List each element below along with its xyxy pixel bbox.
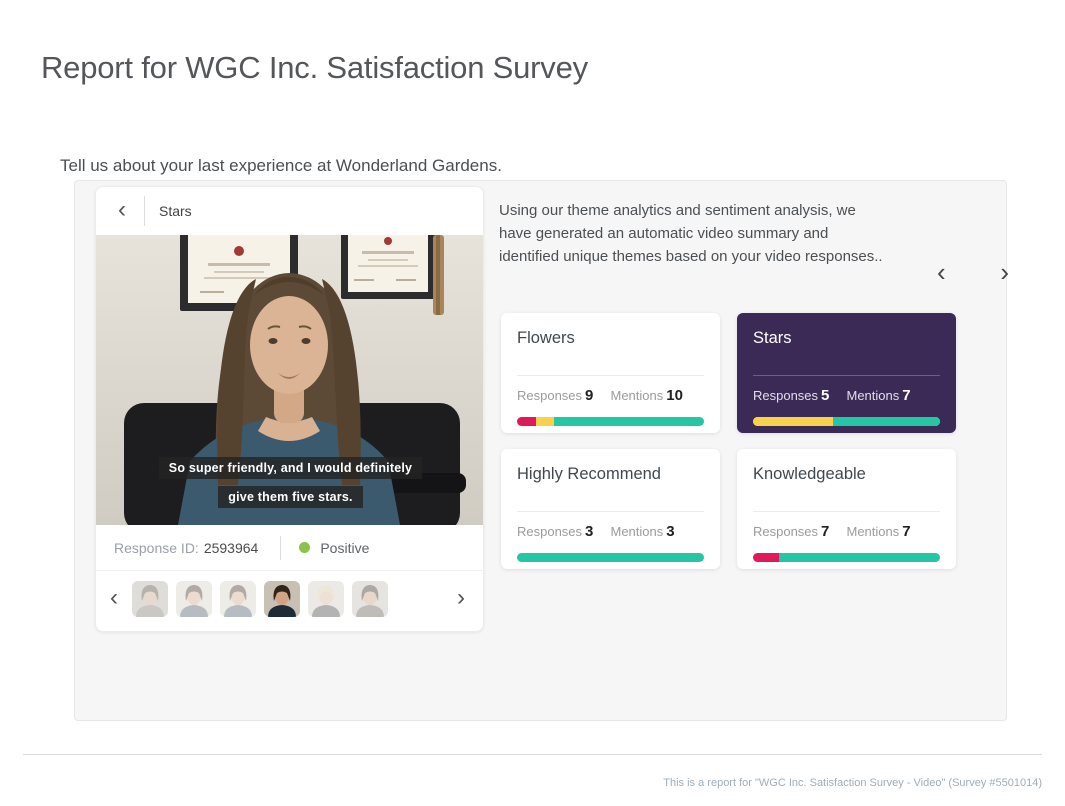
theme-card-highly-recommend[interactable]: Highly Recommend Responses 3 Mentions 3: [501, 449, 720, 569]
theme-card-title: Highly Recommend: [517, 465, 661, 483]
back-button[interactable]: ‹: [110, 197, 134, 223]
theme-card-stats: Responses 3 Mentions 3: [517, 523, 675, 540]
caption-line-1: So super friendly, and I would definitel…: [158, 457, 423, 479]
theme-card-flowers[interactable]: Flowers Responses 9 Mentions 10: [501, 313, 720, 433]
thumbnail-strip: [132, 581, 449, 617]
video-thumbnail-respondent-1[interactable]: [132, 581, 168, 617]
theme-card-divider: [517, 375, 704, 376]
theme-card-divider: [753, 511, 940, 512]
thumbnails-next-button[interactable]: ›: [449, 584, 473, 615]
sentiment-dot: [299, 542, 311, 553]
meta-divider: [280, 535, 282, 560]
theme-card-stats: Responses 9 Mentions 10: [517, 387, 683, 404]
current-theme-label: Stars: [159, 203, 192, 219]
themes-next-button[interactable]: ›: [1000, 257, 1009, 287]
themes-carousel-nav: ‹ ›: [937, 259, 1009, 285]
caption-line-2: give them five stars.: [218, 486, 363, 508]
page-title: Report for WGC Inc. Satisfaction Survey: [41, 50, 588, 85]
theme-card-stats: Responses 7 Mentions 7: [753, 523, 911, 540]
header-divider: [144, 196, 145, 226]
sentiment-label: Positive: [320, 539, 370, 556]
theme-mentions-bar: [753, 417, 940, 426]
theme-card-divider: [517, 511, 704, 512]
video-thumbnail-respondent-3[interactable]: [220, 581, 256, 617]
video-thumbnail-respondent-2[interactable]: [176, 581, 212, 617]
theme-mentions-bar: [517, 553, 704, 562]
theme-cards-grid: Flowers Responses 9 Mentions 10 Stars Resp…: [501, 313, 956, 569]
video-thumbnail-respondent-5[interactable]: [308, 581, 344, 617]
response-id-value: 2593964: [203, 539, 259, 556]
response-id-label: Response ID:: [114, 539, 199, 556]
footer-report-reference: This is a report for "WGC Inc. Satisfact…: [663, 777, 1042, 789]
theme-card-title: Knowledgeable: [753, 465, 866, 483]
video-response-card: ‹ Stars: [95, 186, 484, 632]
report-panel: ‹ Stars: [74, 180, 1009, 721]
theme-card-knowledgeable[interactable]: Knowledgeable Responses 7 Mentions 7: [737, 449, 956, 569]
themes-prev-button[interactable]: ‹: [937, 257, 946, 287]
summary-text: Using our theme analytics and sentiment …: [499, 202, 883, 265]
theme-card-stars[interactable]: Stars Responses 5 Mentions 7: [737, 313, 956, 433]
theme-card-title: Stars: [753, 329, 792, 347]
video-thumbnail-respondent-6[interactable]: [352, 581, 388, 617]
thumbnail-carousel: ‹ ›: [96, 571, 483, 631]
theme-mentions-bar: [517, 417, 704, 426]
video-captions: So super friendly, and I would definitel…: [96, 457, 483, 515]
response-meta-row: Response ID: 2593964 Positive: [96, 525, 483, 571]
theme-card-title: Flowers: [517, 329, 575, 347]
question-label: Tell us about your last experience at Wo…: [60, 156, 502, 175]
video-thumbnail-respondent-4[interactable]: [264, 581, 300, 617]
thumbnails-prev-button[interactable]: ‹: [102, 584, 126, 615]
theme-card-stats: Responses 5 Mentions 7: [753, 387, 911, 404]
video-frame[interactable]: So super friendly, and I would definitel…: [96, 235, 483, 525]
video-card-header: ‹ Stars: [96, 187, 483, 235]
theme-mentions-bar: [753, 553, 940, 562]
theme-card-divider: [753, 375, 940, 376]
footer-divider: [23, 754, 1042, 755]
